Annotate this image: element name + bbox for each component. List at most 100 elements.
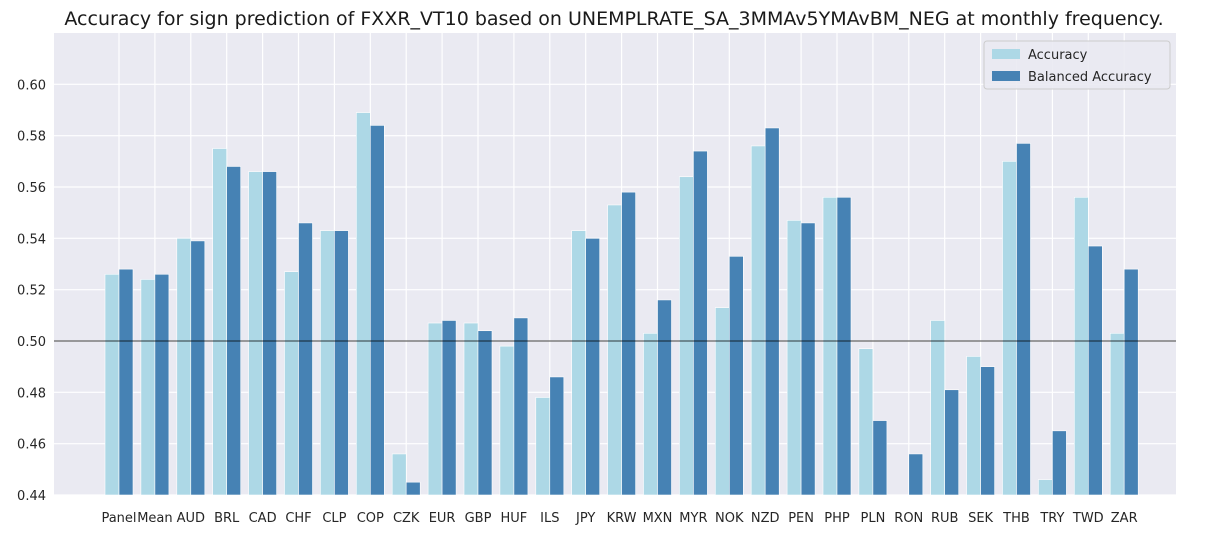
bar-accuracy-nzd	[750, 145, 766, 496]
bar-accuracy-panel	[104, 273, 120, 496]
y-tick-label: 0.48	[17, 386, 46, 401]
bar-balanced-accuracy-clp	[334, 230, 349, 496]
legend: Accuracy Balanced Accuracy	[983, 40, 1171, 90]
bar-accuracy-mxn	[643, 332, 658, 496]
bar-balanced-accuracy-aud	[190, 240, 206, 496]
bar-accuracy-try	[1038, 479, 1053, 496]
bar-accuracy-pln	[858, 348, 874, 496]
bar-balanced-accuracy-czk	[405, 481, 421, 496]
x-tick-label: CAD	[249, 511, 277, 526]
bar-accuracy-huf	[499, 345, 515, 496]
x-tick-label: ILS	[540, 511, 559, 526]
x-tick-label: RON	[894, 511, 923, 526]
legend-label: Balanced Accuracy	[1028, 70, 1152, 85]
bar-accuracy-chf	[284, 271, 299, 496]
x-tick-label: Panel	[101, 511, 136, 526]
bars	[104, 112, 1139, 496]
x-tick-label: ZAR	[1111, 511, 1138, 526]
bar-balanced-accuracy-sek	[980, 366, 995, 496]
y-tick-label: 0.44	[17, 489, 46, 504]
bar-accuracy-krw	[607, 204, 622, 496]
bar-balanced-accuracy-chf	[298, 222, 313, 496]
y-tick-label: 0.54	[17, 232, 46, 247]
bar-balanced-accuracy-pln	[872, 420, 888, 496]
x-tick-label: TRY	[1039, 511, 1064, 526]
bar-balanced-accuracy-rub	[944, 389, 960, 496]
x-tick-label: THB	[1002, 511, 1030, 526]
bar-accuracy-ils	[535, 397, 551, 496]
y-tick-label: 0.60	[17, 78, 46, 93]
x-tick-label: AUD	[177, 511, 205, 526]
x-tick-label: GBP	[465, 511, 492, 526]
y-tick-label: 0.46	[17, 438, 46, 453]
x-tick-label: HUF	[501, 511, 528, 526]
bar-accuracy-cad	[248, 171, 263, 496]
bar-accuracy-clp	[320, 230, 335, 496]
bar-accuracy-zar	[1109, 332, 1125, 496]
bar-accuracy-myr	[679, 176, 694, 496]
x-tick-label: MYR	[679, 511, 707, 526]
bar-balanced-accuracy-zar	[1123, 268, 1139, 496]
bar-balanced-accuracy-mxn	[657, 299, 672, 496]
x-tick-label: TWD	[1072, 511, 1104, 526]
legend-label: Accuracy	[1028, 48, 1088, 63]
chart-title: Accuracy for sign prediction of FXXR_VT1…	[64, 8, 1163, 30]
x-tick-label: Mean	[137, 511, 172, 526]
bar-balanced-accuracy-jpy	[585, 238, 601, 496]
bar-balanced-accuracy-ron	[908, 453, 924, 496]
bar-balanced-accuracy-twd	[1088, 245, 1103, 496]
bar-balanced-accuracy-myr	[693, 150, 708, 496]
bar-accuracy-sek	[966, 356, 981, 496]
bar-balanced-accuracy-gbp	[477, 330, 493, 496]
x-tick-label: KRW	[607, 511, 637, 526]
x-tick-label: BRL	[214, 511, 240, 526]
y-tick-label: 0.52	[17, 284, 46, 299]
y-axis: 0.44 0.46 0.48 0.50 0.52 0.54 0.56 0.58 0.60	[17, 78, 46, 504]
bar-accuracy-cop	[355, 112, 371, 496]
legend-box	[983, 40, 1171, 90]
x-tick-label: PEN	[788, 511, 814, 526]
bar-balanced-accuracy-pen	[800, 222, 816, 496]
bar-balanced-accuracy-thb	[1016, 143, 1031, 496]
bar-balanced-accuracy-cop	[369, 125, 385, 496]
x-tick-label: EUR	[429, 511, 456, 526]
x-tick-label: CZK	[393, 511, 420, 526]
legend-swatch	[992, 49, 1020, 59]
x-tick-label: PLN	[860, 511, 885, 526]
x-tick-label: NOK	[715, 511, 744, 526]
y-tick-label: 0.50	[17, 335, 46, 350]
bar-accuracy-mean	[140, 279, 156, 496]
legend-swatch	[992, 71, 1020, 81]
x-tick-label: PHP	[824, 511, 850, 526]
bar-balanced-accuracy-panel	[118, 268, 134, 496]
x-tick-label: RUB	[931, 511, 958, 526]
bar-accuracy-czk	[391, 453, 407, 496]
bar-balanced-accuracy-eur	[441, 320, 457, 496]
x-tick-label: COP	[357, 511, 384, 526]
bar-accuracy-twd	[1074, 196, 1089, 496]
bar-accuracy-brl	[212, 148, 227, 496]
bar-accuracy-php	[822, 196, 838, 496]
bar-balanced-accuracy-php	[836, 196, 852, 496]
x-tick-label: MXN	[643, 511, 673, 526]
bar-balanced-accuracy-huf	[513, 317, 529, 496]
x-axis: Panel Mean AUD BRL CAD CHF CLP COP CZK EUR GBP HUF I…	[101, 511, 1137, 526]
x-tick-label: SEK	[968, 511, 993, 526]
bar-accuracy-rub	[930, 320, 946, 496]
x-tick-label: CLP	[322, 511, 346, 526]
bar-balanced-accuracy-mean	[154, 273, 170, 496]
bar-accuracy-gbp	[463, 322, 479, 496]
bar-accuracy-thb	[1002, 161, 1017, 496]
bar-balanced-accuracy-krw	[621, 191, 636, 496]
bar-accuracy-jpy	[571, 230, 587, 496]
y-tick-label: 0.56	[17, 181, 46, 196]
bar-accuracy-aud	[176, 238, 192, 496]
bar-balanced-accuracy-brl	[226, 166, 241, 496]
bar-balanced-accuracy-nzd	[764, 127, 780, 496]
x-tick-label: CHF	[285, 511, 311, 526]
bar-balanced-accuracy-cad	[262, 171, 277, 496]
bar-balanced-accuracy-ils	[549, 376, 565, 496]
y-tick-label: 0.58	[17, 130, 46, 145]
x-tick-label: NZD	[751, 511, 780, 526]
